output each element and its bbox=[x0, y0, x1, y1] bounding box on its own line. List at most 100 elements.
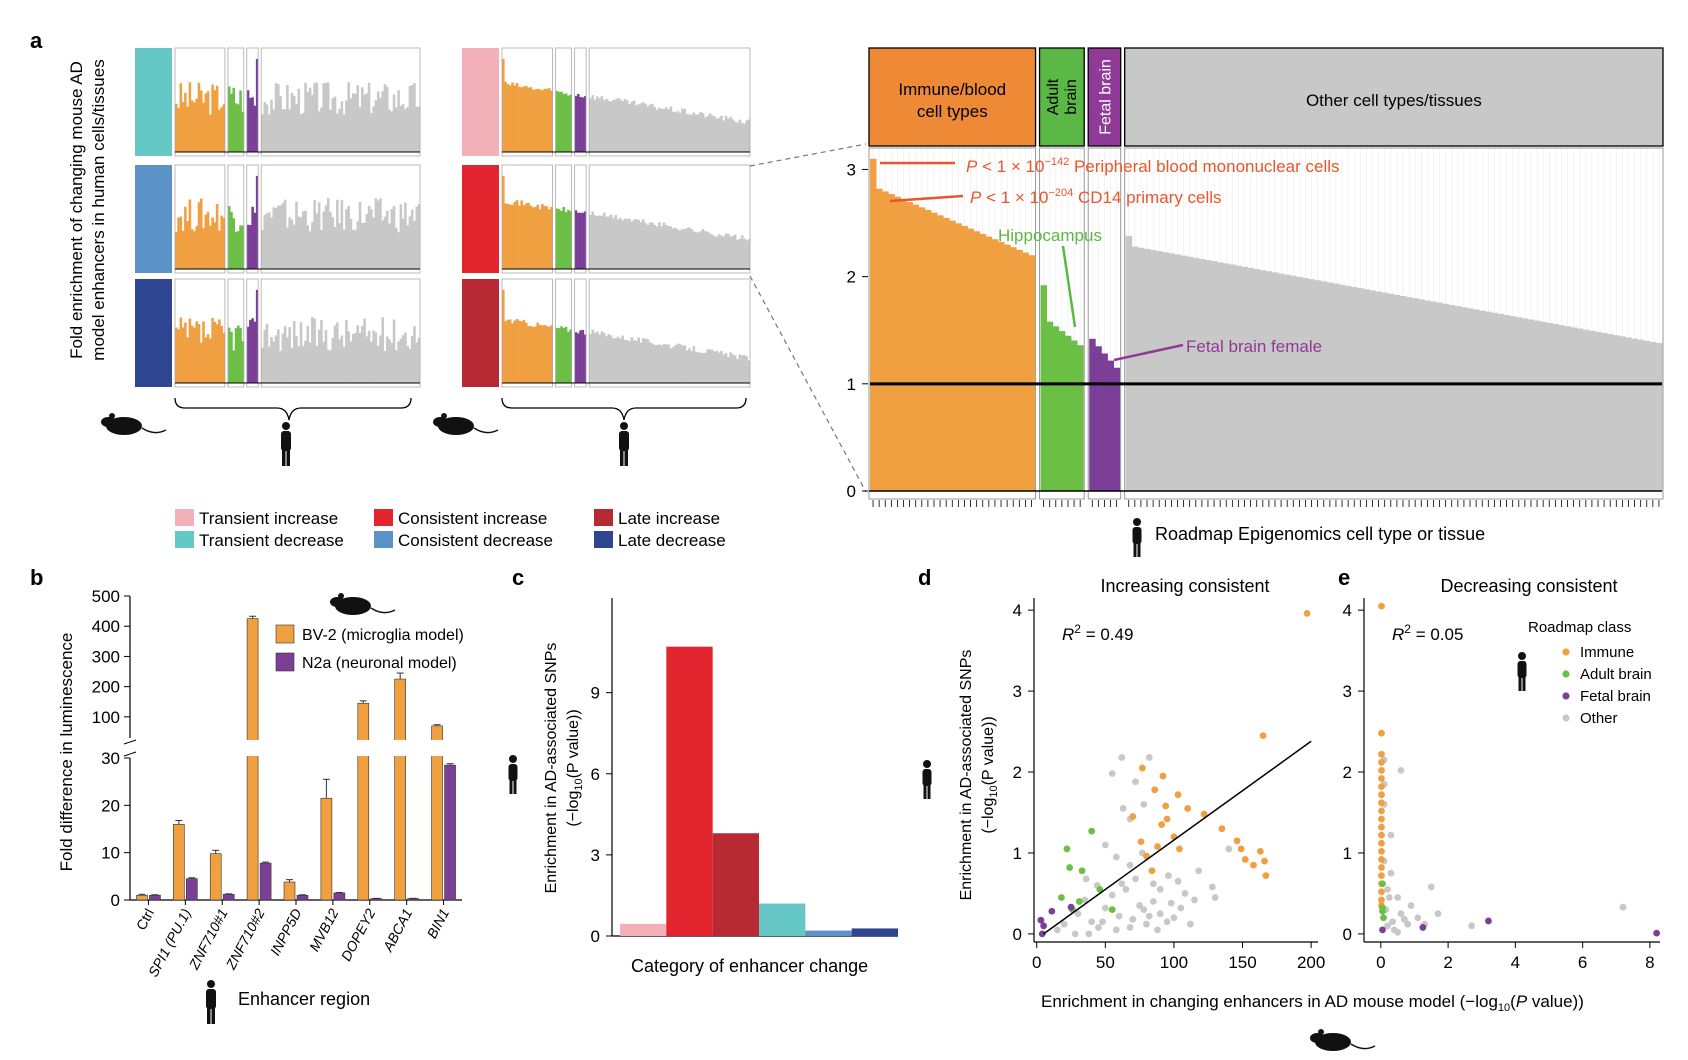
panel-a-xlabel: Roadmap Epigenomics cell type or tissue bbox=[1155, 524, 1485, 544]
y-tick-label: 0 bbox=[1013, 925, 1022, 944]
mini-bar bbox=[598, 334, 601, 383]
bar-bv2 bbox=[394, 678, 406, 901]
mini-bar bbox=[543, 88, 546, 152]
mini-bar bbox=[715, 350, 719, 383]
y-tick-label: 2 bbox=[1013, 763, 1022, 782]
bar-other bbox=[1314, 280, 1322, 491]
mini-bar bbox=[279, 96, 282, 152]
bar-immune bbox=[888, 194, 895, 492]
zoom-connector-top bbox=[749, 143, 867, 167]
y-tick-label: 4 bbox=[1013, 601, 1022, 620]
mini-bar bbox=[397, 90, 400, 152]
y-tick-label: 9 bbox=[591, 684, 600, 703]
mini-bar bbox=[336, 199, 339, 269]
mini-bar bbox=[381, 220, 384, 269]
point-immune bbox=[1218, 825, 1226, 833]
group-header-label: Other cell types/tissues bbox=[1306, 91, 1482, 110]
mini-bar bbox=[502, 58, 505, 152]
mini-bar bbox=[367, 330, 371, 383]
mini-bar bbox=[230, 331, 233, 383]
mini-bar bbox=[397, 232, 400, 269]
mini-bar bbox=[234, 328, 238, 383]
mini-bar bbox=[390, 111, 394, 152]
point-other bbox=[1119, 805, 1127, 812]
point-other bbox=[1619, 903, 1627, 911]
point-adult bbox=[1066, 864, 1074, 871]
mini-bar bbox=[628, 341, 631, 383]
mini-bar bbox=[655, 345, 659, 383]
bar-other bbox=[1332, 283, 1340, 491]
mini-bar bbox=[304, 82, 307, 152]
point-immune bbox=[1378, 856, 1385, 863]
mini-bar bbox=[641, 338, 645, 383]
human-icon bbox=[619, 422, 629, 466]
point-other bbox=[1384, 922, 1391, 930]
bar-other bbox=[1534, 320, 1541, 491]
mini-bar bbox=[333, 96, 337, 152]
point-other bbox=[1095, 924, 1102, 931]
mini-bar bbox=[408, 216, 412, 269]
mini-bar bbox=[349, 218, 353, 269]
mini-bar bbox=[743, 354, 746, 383]
mini-bar bbox=[630, 101, 634, 152]
mini-bar bbox=[342, 114, 346, 152]
point-fetal bbox=[1419, 924, 1427, 931]
mini-bar bbox=[356, 221, 360, 269]
bar-immune bbox=[961, 225, 968, 491]
panel-a-legend: Transient increase Transient decrease Cons… bbox=[175, 509, 726, 550]
mini-bar bbox=[639, 222, 643, 269]
mini-bar bbox=[370, 113, 373, 152]
mini-bar bbox=[263, 329, 266, 383]
mini-bar bbox=[410, 84, 414, 152]
mini-bar bbox=[747, 119, 751, 152]
mini-bar bbox=[399, 338, 403, 383]
mini-bar bbox=[385, 210, 389, 269]
point-other bbox=[1118, 880, 1126, 888]
mini-bar bbox=[706, 231, 709, 269]
mini-bar bbox=[175, 231, 178, 269]
mini-bar bbox=[681, 229, 684, 269]
panel-b-xlabel: Enhancer region bbox=[238, 989, 370, 1009]
mini-bar bbox=[204, 214, 208, 269]
mini-bar bbox=[193, 102, 196, 152]
mini-bar bbox=[706, 116, 709, 152]
mini-bar bbox=[694, 351, 698, 383]
mini-bar bbox=[515, 200, 519, 269]
mini-bar bbox=[687, 348, 691, 383]
bar-immune bbox=[876, 188, 883, 491]
bar-bv2 bbox=[209, 853, 222, 901]
legend-swatch bbox=[175, 531, 194, 548]
point-other bbox=[1108, 891, 1116, 899]
point-immune bbox=[1200, 810, 1208, 818]
mini-bar bbox=[536, 88, 540, 152]
legend-label: Transient increase bbox=[199, 509, 338, 528]
human-icon bbox=[281, 422, 291, 466]
mini-bar bbox=[576, 333, 580, 383]
mini-bar bbox=[297, 88, 301, 152]
mini-bar bbox=[374, 198, 378, 269]
mini-bar bbox=[227, 86, 231, 152]
mini-bar bbox=[628, 104, 631, 152]
mini-bar bbox=[181, 230, 185, 269]
mouse-icon bbox=[330, 593, 396, 615]
mini-bar bbox=[701, 229, 705, 269]
bar-other bbox=[1247, 267, 1255, 491]
mini-bar bbox=[361, 326, 364, 383]
mini-bar bbox=[213, 222, 217, 269]
point-immune bbox=[1303, 609, 1311, 617]
mini-group-frame bbox=[501, 164, 553, 274]
mini-bar bbox=[399, 105, 403, 152]
human-icon bbox=[922, 760, 932, 799]
mini-bar bbox=[637, 337, 640, 383]
mini-bar bbox=[616, 98, 620, 152]
mini-bar bbox=[619, 217, 622, 269]
point-fetal bbox=[1067, 903, 1075, 911]
bar-other bbox=[1649, 341, 1657, 491]
bar-n2a bbox=[444, 764, 456, 901]
mini-bar bbox=[404, 202, 407, 269]
mini-bar bbox=[261, 347, 264, 383]
mini-bar bbox=[190, 100, 194, 152]
mini-bar bbox=[372, 217, 375, 269]
mini-bar bbox=[202, 228, 205, 269]
mini-bar bbox=[265, 104, 269, 152]
